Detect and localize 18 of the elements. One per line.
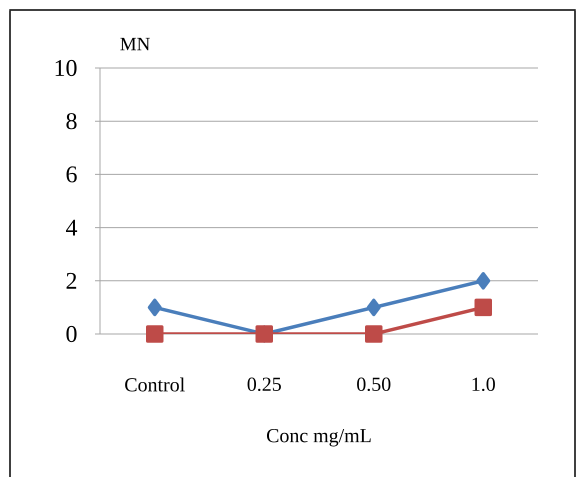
point [476,272,490,290]
x-tick-label: 0.50 [357,378,390,392]
y-tick-label: 4 [66,220,78,236]
point [366,298,381,316]
point [146,325,164,343]
x-axis-title: Conc mg/mL [266,429,371,446]
point [148,298,162,316]
y-axis-title: MN [120,38,150,50]
x-tick-label: 1.0 [472,378,495,392]
y-tick-label: 8 [66,113,77,130]
point [474,298,492,316]
x-tick-label: Control [125,378,185,392]
y-tick-label: 0 [66,326,77,342]
y-tick-label: 6 [66,166,77,182]
y-tick-label: 10 [56,60,77,76]
y-tick-label: 2 [66,272,76,289]
x-tick-label: 0.25 [248,378,281,392]
point [365,325,383,343]
